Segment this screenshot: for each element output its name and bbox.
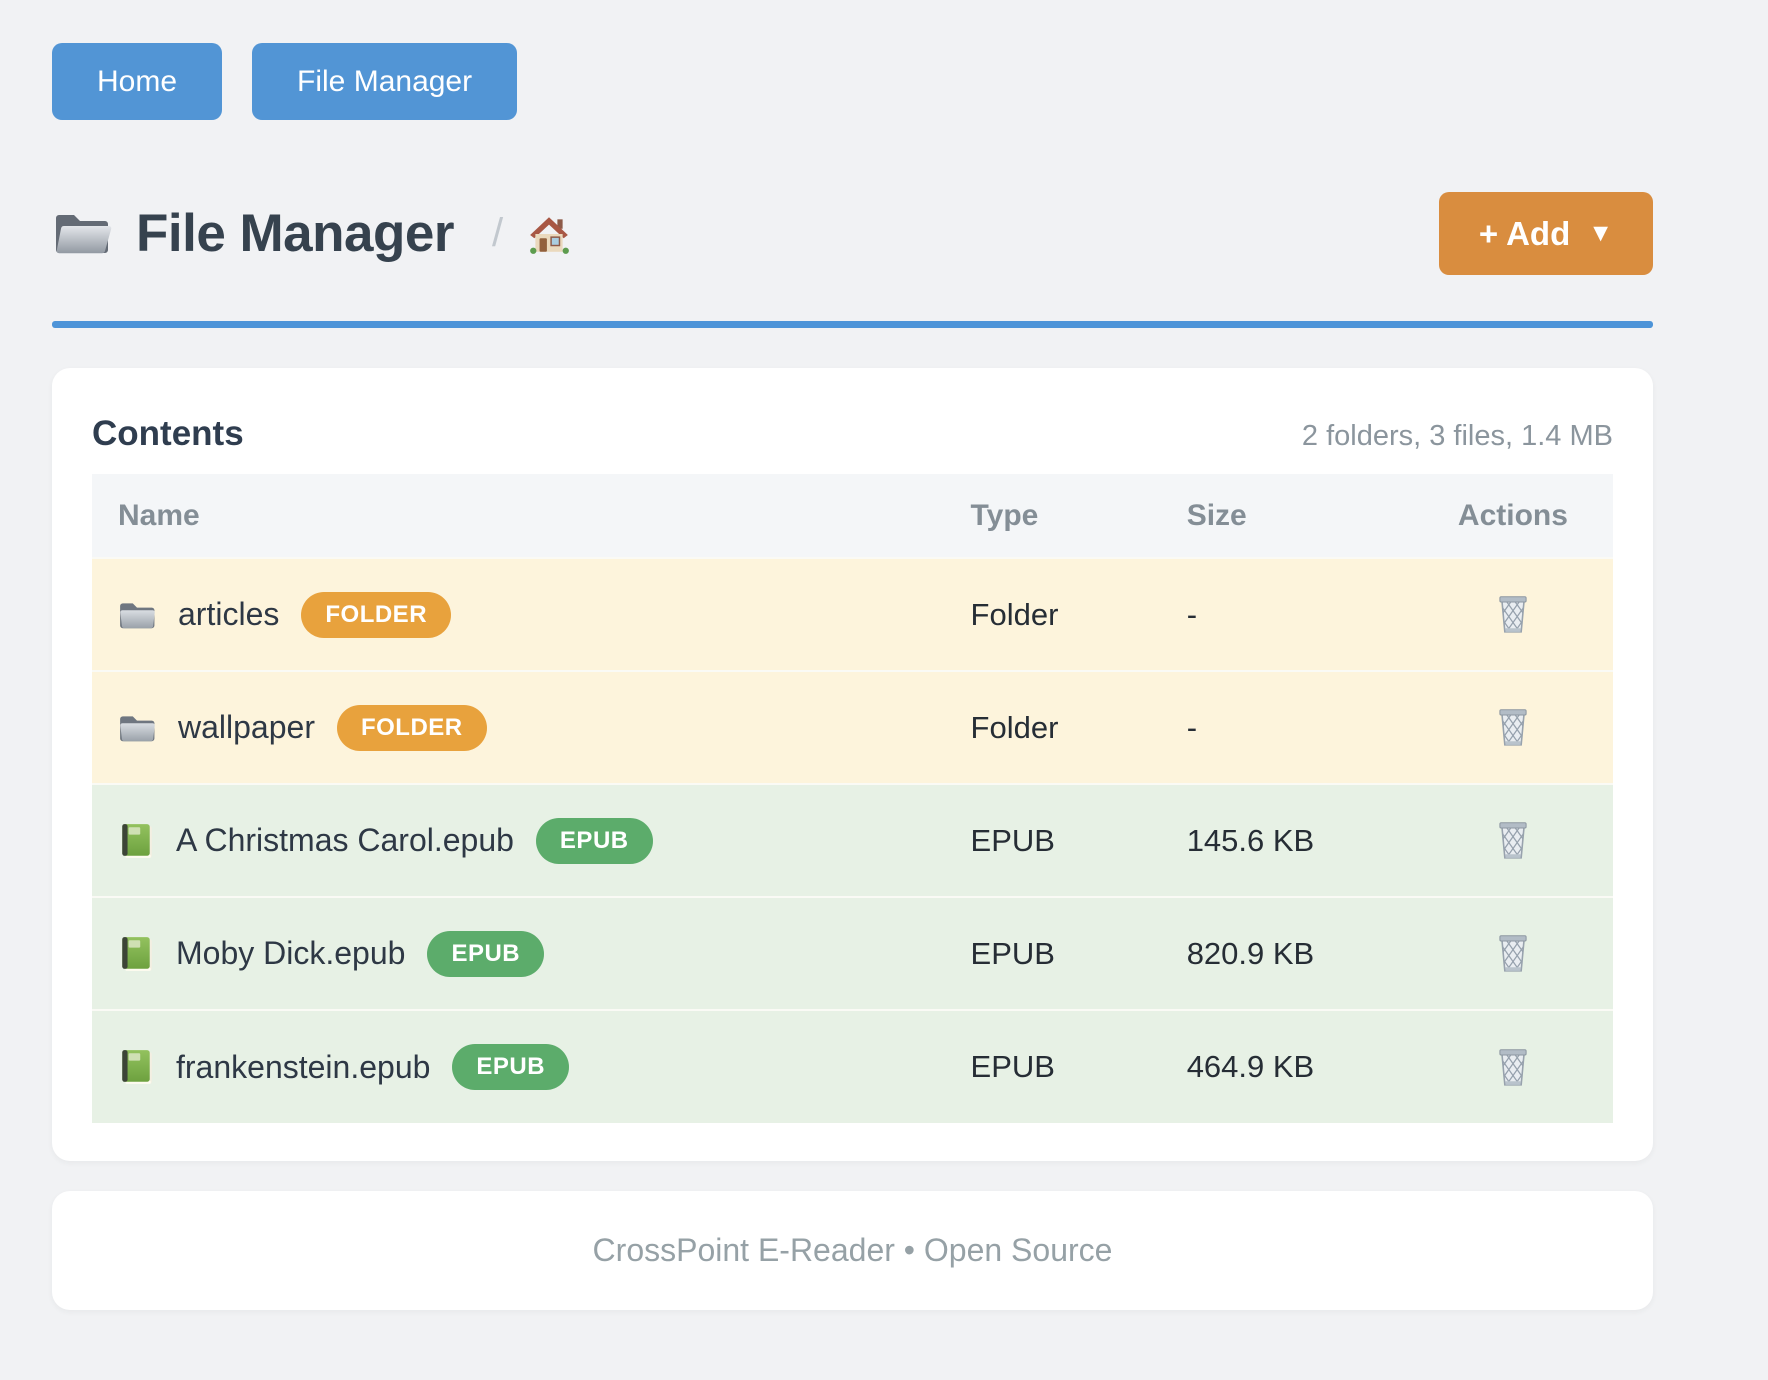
file-name[interactable]: frankenstein.epub — [176, 1048, 431, 1085]
type-badge: EPUB — [427, 930, 545, 977]
folder-icon — [118, 599, 156, 631]
file-name[interactable]: Moby Dick.epub — [176, 935, 406, 971]
trash-icon — [1495, 930, 1531, 974]
table-row: articles FOLDER Folder - — [92, 558, 1613, 671]
delete-button[interactable] — [1489, 1038, 1537, 1097]
table-row: wallpaper FOLDER Folder - — [92, 671, 1613, 784]
file-table: Name Type Size Actions articles FOLDER — [92, 474, 1613, 1123]
breadcrumb-separator: / — [491, 211, 504, 255]
contents-summary: 2 folders, 3 files, 1.4 MB — [1301, 420, 1613, 452]
file-name[interactable]: wallpaper — [178, 709, 315, 745]
file-name[interactable]: A Christmas Carol.epub — [176, 822, 514, 858]
header-divider — [52, 321, 1653, 328]
type-badge: FOLDER — [301, 591, 452, 638]
open-folder-icon — [52, 209, 112, 259]
page-header: File Manager / + Add ▼ — [52, 192, 1653, 275]
type-cell: EPUB — [970, 935, 1055, 971]
trash-icon — [1495, 1044, 1531, 1088]
column-header-size: Size — [1160, 474, 1413, 558]
table-row: Moby Dick.epub EPUB EPUB 820.9 KB — [92, 897, 1613, 1010]
trash-icon — [1495, 704, 1531, 748]
size-cell: 464.9 KB — [1186, 1049, 1315, 1084]
type-cell: EPUB — [970, 822, 1055, 858]
book-icon — [118, 1048, 154, 1086]
delete-button[interactable] — [1489, 585, 1537, 644]
contents-card: Contents 2 folders, 3 files, 1.4 MB Name… — [52, 368, 1653, 1161]
page: Home File Manager File Manager / + Add ▼… — [52, 43, 1653, 1310]
type-badge: EPUB — [452, 1044, 570, 1090]
delete-button[interactable] — [1489, 924, 1537, 983]
nav-file-manager-button[interactable]: File Manager — [252, 43, 518, 120]
top-nav: Home File Manager — [52, 43, 1653, 120]
column-header-name: Name — [92, 474, 945, 558]
delete-button[interactable] — [1489, 698, 1537, 757]
book-icon — [118, 935, 154, 973]
table-row: frankenstein.epub EPUB EPUB 464.9 KB — [92, 1010, 1613, 1123]
type-badge: EPUB — [535, 817, 653, 864]
caret-down-icon: ▼ — [1588, 219, 1613, 247]
page-title: File Manager — [136, 203, 454, 263]
footer-text: CrossPoint E-Reader • Open Source — [592, 1232, 1113, 1268]
folder-icon — [118, 712, 156, 744]
column-header-actions: Actions — [1412, 474, 1613, 558]
size-cell: 820.9 KB — [1186, 935, 1315, 971]
type-badge: FOLDER — [336, 704, 487, 751]
column-header-type: Type — [944, 474, 1161, 558]
house-icon[interactable] — [527, 213, 571, 255]
add-button[interactable]: + Add ▼ — [1438, 192, 1653, 275]
contents-card-header: Contents 2 folders, 3 files, 1.4 MB — [92, 412, 1613, 456]
table-row: A Christmas Carol.epub EPUB EPUB 145.6 K… — [92, 784, 1613, 897]
file-name[interactable]: articles — [178, 596, 280, 632]
trash-icon — [1495, 591, 1531, 635]
type-cell: Folder — [970, 596, 1059, 632]
type-cell: Folder — [970, 709, 1059, 745]
size-cell: - — [1186, 596, 1198, 632]
delete-button[interactable] — [1489, 811, 1537, 870]
size-cell: 145.6 KB — [1186, 822, 1315, 858]
footer-card: CrossPoint E-Reader • Open Source — [52, 1191, 1653, 1310]
type-cell: EPUB — [970, 1049, 1055, 1084]
add-button-label: + Add — [1478, 214, 1571, 252]
size-cell: - — [1186, 709, 1198, 745]
book-icon — [118, 822, 154, 860]
trash-icon — [1495, 817, 1531, 861]
table-header-row: Name Type Size Actions — [92, 474, 1613, 558]
contents-heading: Contents — [92, 414, 244, 453]
nav-home-button[interactable]: Home — [52, 43, 223, 120]
title-group: File Manager / — [52, 203, 571, 265]
